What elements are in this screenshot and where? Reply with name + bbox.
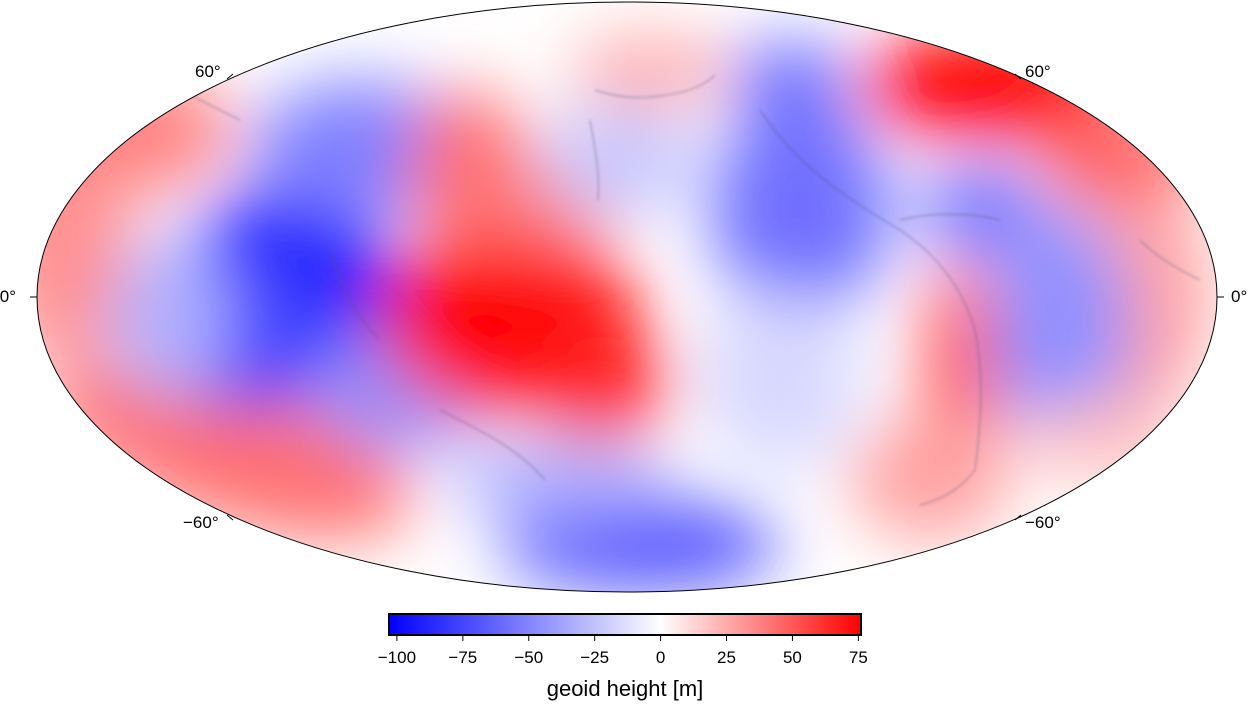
colorbar-frame — [388, 613, 862, 636]
colorbar-ticks — [396, 635, 859, 641]
colorbar-tick-label-0: −100 — [377, 648, 417, 667]
lat-label-60n-left: 60° — [195, 62, 221, 81]
colorbar-gradient — [389, 614, 861, 635]
colorbar-tick-label-1: −75 — [448, 648, 478, 667]
latitude-ticks — [30, 73, 1224, 521]
lat-label-60n-right: 60° — [1025, 62, 1051, 81]
colorbar-tick-label-4: 0 — [655, 648, 666, 667]
lat-label-60s-left: −60° — [183, 513, 219, 532]
lat-label-60s-right: −60° — [1025, 513, 1061, 532]
colorbar-tick-label-2: −50 — [514, 648, 544, 667]
colorbar-tick-label-5: 25 — [717, 648, 736, 667]
colorbar-tick-label-3: −25 — [580, 648, 610, 667]
colorbar-tick-label-7: 75 — [848, 648, 868, 667]
colorbar-title: geoid height [m] — [546, 676, 704, 701]
geoid-field — [37, 30, 1210, 590]
lat-label-equator-left: 0° — [0, 287, 16, 306]
colorbar — [388, 613, 862, 641]
lat-label-equator-right: 0° — [1231, 287, 1248, 306]
colorbar-tick-label-6: 50 — [782, 648, 802, 667]
